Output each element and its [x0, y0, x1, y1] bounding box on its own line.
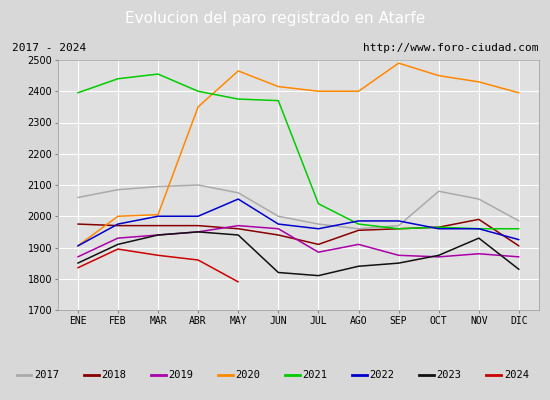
Text: 2024: 2024 — [504, 370, 529, 380]
Text: 2021: 2021 — [302, 370, 327, 380]
Text: http://www.foro-ciudad.com: http://www.foro-ciudad.com — [362, 43, 538, 53]
Text: Evolucion del paro registrado en Atarfe: Evolucion del paro registrado en Atarfe — [125, 12, 425, 26]
Text: 2019: 2019 — [168, 370, 193, 380]
Text: 2022: 2022 — [370, 370, 394, 380]
Text: 2017: 2017 — [34, 370, 59, 380]
Text: 2020: 2020 — [235, 370, 260, 380]
Text: 2018: 2018 — [101, 370, 126, 380]
Text: 2017 - 2024: 2017 - 2024 — [12, 43, 86, 53]
Text: 2023: 2023 — [437, 370, 461, 380]
